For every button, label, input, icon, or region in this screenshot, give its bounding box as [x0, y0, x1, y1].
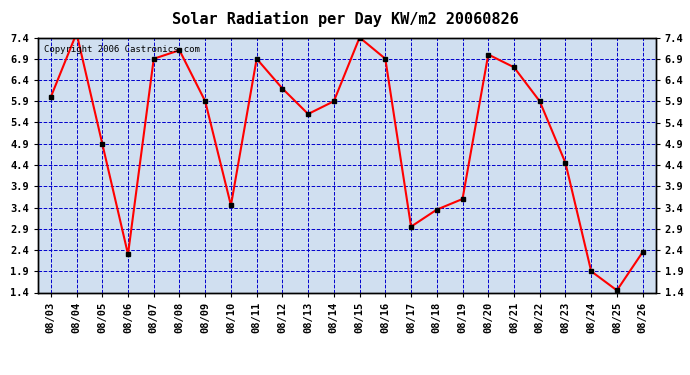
Text: Copyright 2006 Castronics.com: Copyright 2006 Castronics.com	[44, 45, 200, 54]
Text: Solar Radiation per Day KW/m2 20060826: Solar Radiation per Day KW/m2 20060826	[172, 11, 518, 27]
